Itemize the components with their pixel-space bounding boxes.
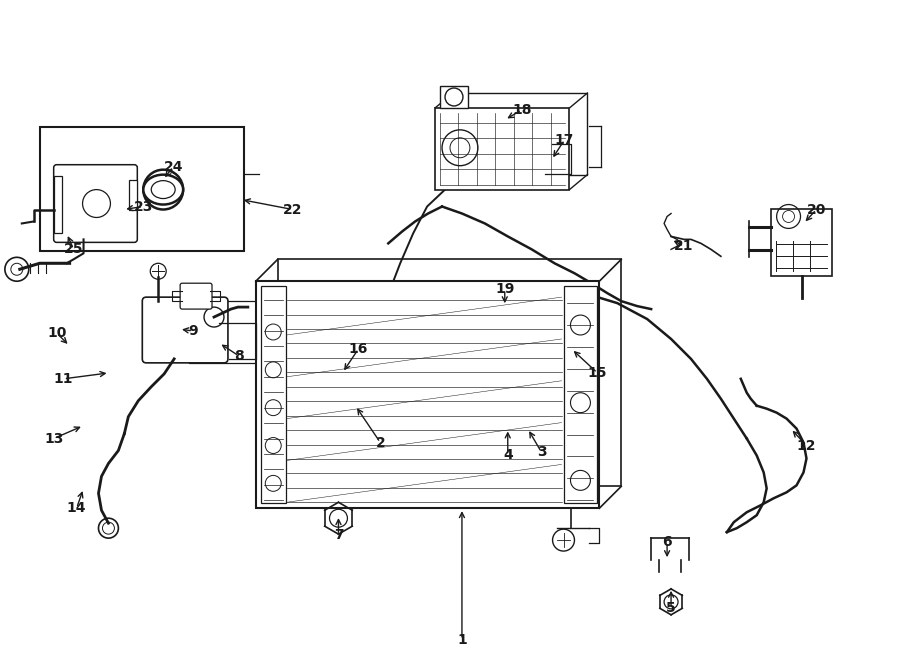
Bar [563, 286, 598, 503]
Text: 13: 13 [44, 432, 63, 446]
Bar [453, 93, 588, 175]
Text: 6: 6 [662, 535, 672, 549]
Text: 24: 24 [164, 160, 183, 174]
FancyBboxPatch shape [54, 165, 138, 243]
Bar [435, 108, 570, 190]
Text: 4: 4 [503, 448, 513, 463]
Text: 9: 9 [188, 324, 198, 338]
Text: 2: 2 [375, 436, 385, 449]
Text: 8: 8 [234, 349, 244, 363]
Text: 16: 16 [348, 342, 368, 356]
Bar [770, 208, 832, 276]
Bar [54, 176, 61, 233]
Text: 22: 22 [283, 202, 302, 217]
Text: 15: 15 [588, 366, 608, 380]
Text: 3: 3 [536, 446, 546, 459]
Text: 10: 10 [47, 326, 67, 340]
Text: 5: 5 [666, 601, 676, 615]
Text: 21: 21 [674, 239, 694, 253]
FancyBboxPatch shape [180, 283, 212, 309]
Text: 19: 19 [495, 282, 515, 296]
Bar [130, 180, 138, 210]
Text: 17: 17 [554, 133, 574, 147]
Bar [261, 286, 285, 503]
Text: 20: 20 [806, 202, 826, 217]
Bar [440, 86, 468, 108]
Text: 1: 1 [457, 633, 467, 646]
Bar [256, 281, 599, 508]
Bar [278, 259, 621, 486]
Text: 25: 25 [64, 243, 84, 256]
Bar [40, 127, 244, 251]
FancyBboxPatch shape [142, 297, 228, 363]
Text: 18: 18 [512, 103, 531, 117]
Text: 11: 11 [54, 371, 74, 386]
Ellipse shape [151, 180, 176, 198]
Text: 12: 12 [796, 438, 816, 453]
Ellipse shape [143, 175, 183, 204]
Text: 7: 7 [334, 528, 343, 542]
Text: 23: 23 [133, 200, 153, 214]
Bar [189, 301, 266, 363]
Text: 14: 14 [67, 501, 86, 516]
